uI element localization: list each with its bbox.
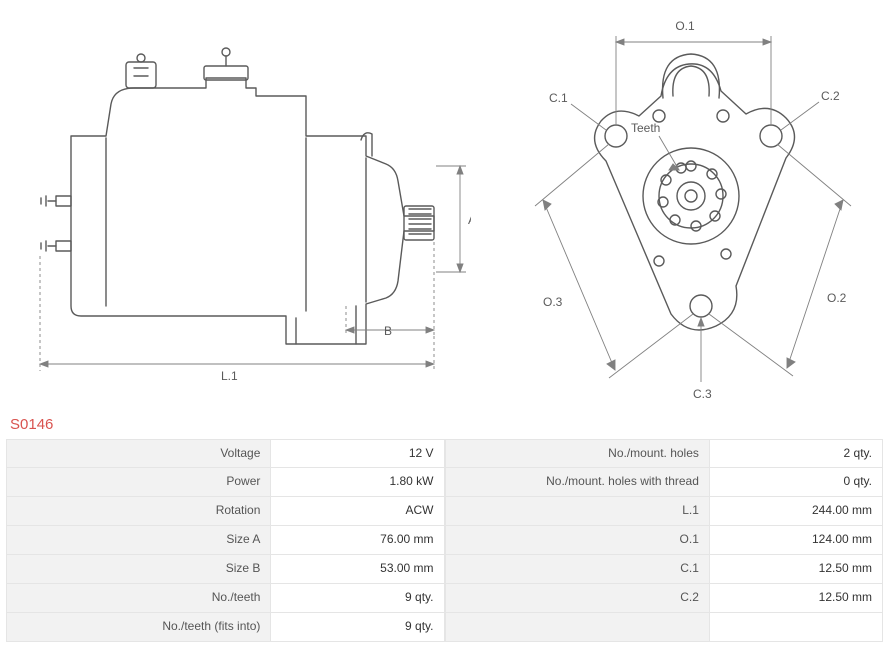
spec-row: C.112.50 mm (445, 555, 884, 584)
spec-label: C.2 (446, 584, 710, 612)
dim-label-o1: O.1 (675, 19, 695, 33)
spec-label: No./teeth (fits into) (7, 613, 271, 641)
spec-row (445, 613, 884, 642)
dim-label-o3: O.3 (543, 295, 563, 309)
spec-value: 12.50 mm (710, 584, 882, 612)
diagram-front-view: O.1 O.2 O.3 C.1 C.2 C.3 Teeth (491, 6, 889, 406)
spec-value: 12 V (271, 440, 443, 467)
spec-row: No./teeth (fits into)9 qty. (6, 613, 445, 642)
spec-row: Size A76.00 mm (6, 526, 445, 555)
spec-value: 9 qty. (271, 613, 443, 641)
dim-label-a: A (468, 213, 471, 227)
spec-value: 53.00 mm (271, 555, 443, 583)
part-number: S0146 (10, 416, 883, 433)
spec-row: Size B53.00 mm (6, 555, 445, 584)
spec-label: Rotation (7, 497, 271, 525)
spec-value: ACW (271, 497, 443, 525)
dim-label-c1: C.1 (549, 91, 568, 105)
spec-label: No./mount. holes with thread (446, 468, 710, 496)
spec-row: L.1244.00 mm (445, 497, 884, 526)
spec-row: RotationACW (6, 497, 445, 526)
spec-label: Voltage (7, 440, 271, 467)
spec-label: Size B (7, 555, 271, 583)
spec-label: C.1 (446, 555, 710, 583)
spec-col-left: Voltage12 VPower1.80 kWRotationACWSize A… (6, 439, 445, 642)
spec-row: Power1.80 kW (6, 468, 445, 497)
spec-label: O.1 (446, 526, 710, 554)
spec-label: No./teeth (7, 584, 271, 612)
spec-value: 124.00 mm (710, 526, 882, 554)
spec-value: 2 qty. (710, 440, 882, 467)
spec-row: No./mount. holes with thread0 qty. (445, 468, 884, 497)
spec-label (446, 613, 710, 641)
dim-label-o2: O.2 (827, 291, 847, 305)
dim-label-c3: C.3 (693, 387, 712, 401)
diagram-row: A B L.1 (6, 6, 883, 406)
spec-row: O.1124.00 mm (445, 526, 884, 555)
diagram-side-view: A B L.1 (6, 6, 471, 406)
spec-col-right: No./mount. holes2 qty.No./mount. holes w… (445, 439, 884, 642)
spec-value (710, 613, 882, 641)
spec-value: 1.80 kW (271, 468, 443, 496)
front-view-svg: O.1 O.2 O.3 C.1 C.2 C.3 Teeth (491, 6, 889, 406)
spec-row: No./teeth9 qty. (6, 584, 445, 613)
spec-value: 12.50 mm (710, 555, 882, 583)
spec-label: No./mount. holes (446, 440, 710, 467)
spec-value: 76.00 mm (271, 526, 443, 554)
dim-label-c2: C.2 (821, 89, 840, 103)
dim-label-b: B (384, 324, 392, 338)
side-view-svg: A B L.1 (6, 6, 471, 386)
spec-value: 244.00 mm (710, 497, 882, 525)
dim-label-l1: L.1 (221, 369, 238, 383)
spec-row: Voltage12 V (6, 439, 445, 468)
spec-value: 0 qty. (710, 468, 882, 496)
spec-row: No./mount. holes2 qty. (445, 439, 884, 468)
dim-label-teeth: Teeth (631, 121, 660, 135)
spec-row: C.212.50 mm (445, 584, 884, 613)
spec-label: L.1 (446, 497, 710, 525)
spec-label: Power (7, 468, 271, 496)
spec-value: 9 qty. (271, 584, 443, 612)
spec-label: Size A (7, 526, 271, 554)
spec-table: Voltage12 VPower1.80 kWRotationACWSize A… (6, 439, 883, 642)
